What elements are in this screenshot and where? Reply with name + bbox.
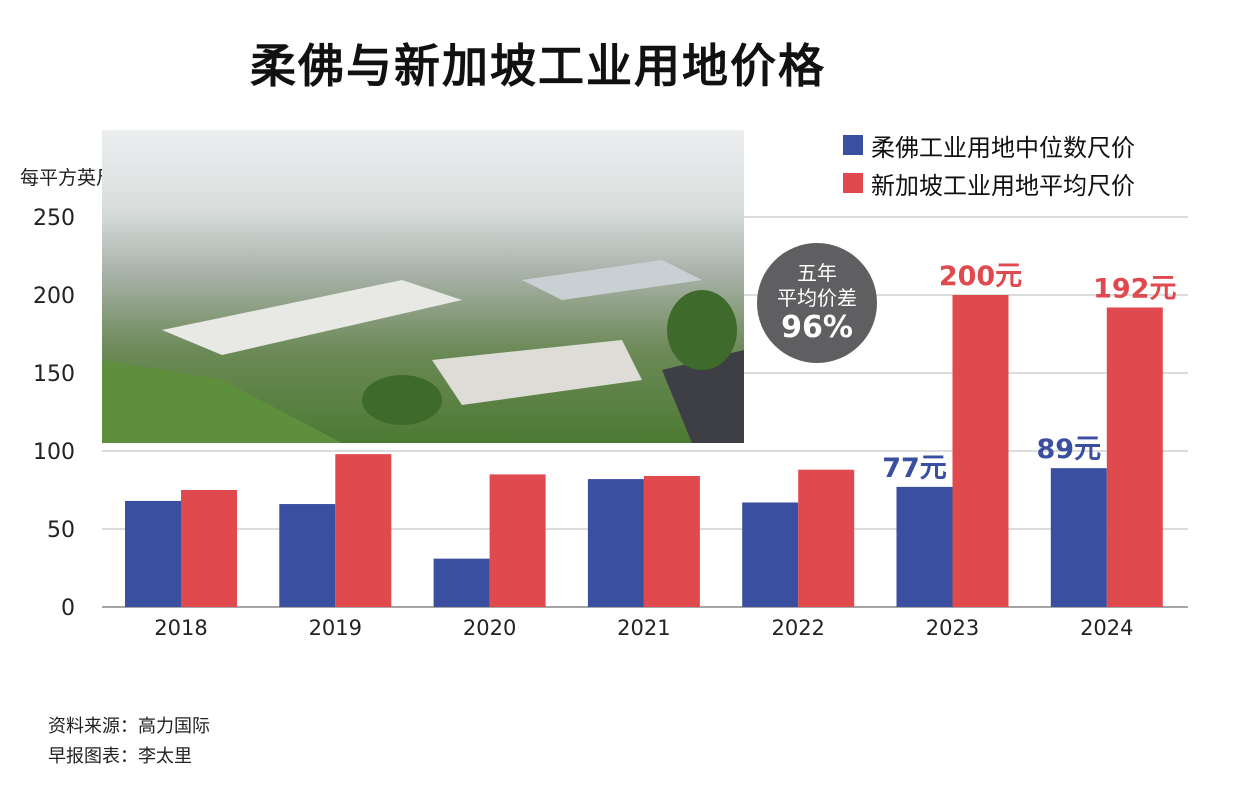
y-tick-label: 150 — [33, 362, 75, 387]
badge-line-2: 平均价差 — [777, 286, 857, 310]
x-tick-label: 2021 — [617, 616, 670, 640]
badge-line-1: 五年 — [797, 261, 837, 285]
bar-johor-2019 — [279, 504, 336, 607]
x-tick-label: 2019 — [309, 616, 362, 640]
y-tick-label: 100 — [33, 440, 75, 465]
x-tick-label: 2022 — [771, 616, 824, 640]
bar-singapore-2019 — [335, 454, 392, 607]
y-tick-label: 0 — [61, 596, 75, 621]
bar-singapore-2023 — [952, 295, 1009, 607]
bar-johor-2024 — [1050, 468, 1107, 607]
legend-label-singapore: 新加坡工业用地平均尺价 — [871, 171, 1135, 200]
bar-johor-2021 — [587, 479, 644, 607]
data-label: 192元 — [1093, 273, 1176, 304]
legend-item-singapore: 新加坡工业用地平均尺价 — [843, 164, 1135, 202]
x-tick-label: 2024 — [1080, 616, 1133, 640]
photo-illustration — [102, 130, 744, 443]
y-tick-label: 200 — [33, 284, 75, 309]
data-label: 200元 — [939, 261, 1022, 292]
legend-swatch-singapore — [843, 173, 863, 193]
footer: 资料来源：高力国际 早报图表：李太里 — [48, 712, 210, 772]
difference-badge: 五年 平均价差 96% — [757, 243, 877, 363]
legend: 柔佛工业用地中位数尺价 新加坡工业用地平均尺价 — [843, 126, 1135, 202]
source-note: 资料来源：高力国际 — [48, 716, 210, 737]
bar-singapore-2021 — [643, 475, 700, 607]
legend-item-johor: 柔佛工业用地中位数尺价 — [843, 126, 1135, 164]
y-tick-label: 50 — [47, 518, 75, 543]
bar-singapore-2018 — [181, 490, 237, 607]
bar-johor-2020 — [433, 558, 490, 607]
x-tick-label: 2023 — [926, 616, 979, 640]
legend-label-johor: 柔佛工业用地中位数尺价 — [871, 133, 1135, 162]
data-label: 89元 — [1037, 434, 1102, 465]
bar-singapore-2020 — [489, 474, 546, 607]
x-tick-label: 2018 — [154, 616, 207, 640]
bar-singapore-2022 — [798, 469, 855, 607]
legend-swatch-johor — [843, 135, 863, 155]
bar-singapore-2024 — [1106, 307, 1163, 607]
chart-title: 柔佛与新加坡工业用地价格 — [250, 39, 826, 93]
credit-note: 早报图表：李太里 — [48, 746, 192, 767]
badge-percentage: 96% — [781, 310, 853, 345]
data-label: 77元 — [882, 453, 947, 484]
bar-johor-2022 — [742, 502, 799, 607]
x-tick-label: 2020 — [463, 616, 516, 640]
industrial-area-photo — [102, 130, 744, 443]
y-tick-label: 250 — [33, 206, 75, 231]
bar-johor-2018 — [125, 500, 181, 607]
bar-johor-2023 — [896, 486, 953, 607]
